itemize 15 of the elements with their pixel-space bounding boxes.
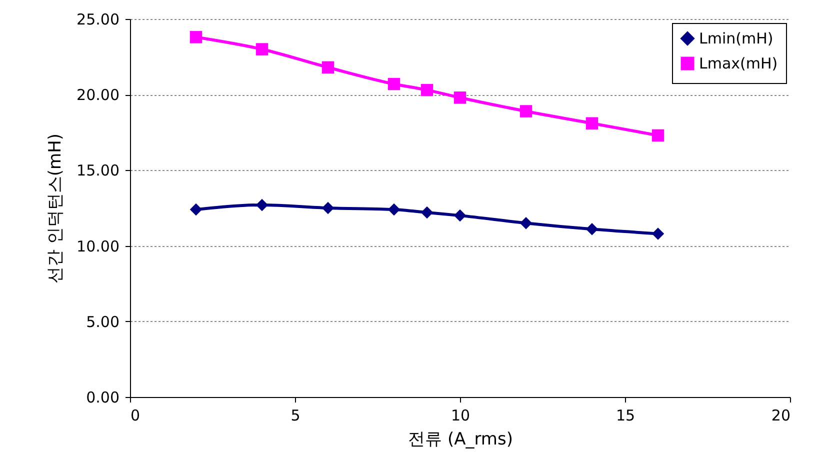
- y-tick-label: 25.00: [76, 10, 120, 28]
- legend-label: Lmax(mH): [699, 54, 778, 72]
- y-tick-label: 0.00: [86, 388, 120, 406]
- y-tick-label: 10.00: [76, 237, 120, 256]
- x-tick-label: 0: [130, 406, 140, 424]
- x-axis-title: 전류 (A_rms): [408, 430, 513, 450]
- legend-label: Lmin(mH): [699, 30, 774, 48]
- y-axis-title: 선간 인덕턴스(mH): [46, 133, 66, 284]
- x-tick-label: 5: [290, 406, 300, 424]
- y-tick-label: 5.00: [86, 312, 120, 331]
- x-tick-label: 10: [450, 406, 470, 424]
- x-tick-label: 20: [771, 406, 790, 424]
- y-tick-label: 15.00: [76, 162, 120, 180]
- x-tick-label: 15: [616, 406, 636, 424]
- y-tick-label: 20.00: [76, 86, 120, 104]
